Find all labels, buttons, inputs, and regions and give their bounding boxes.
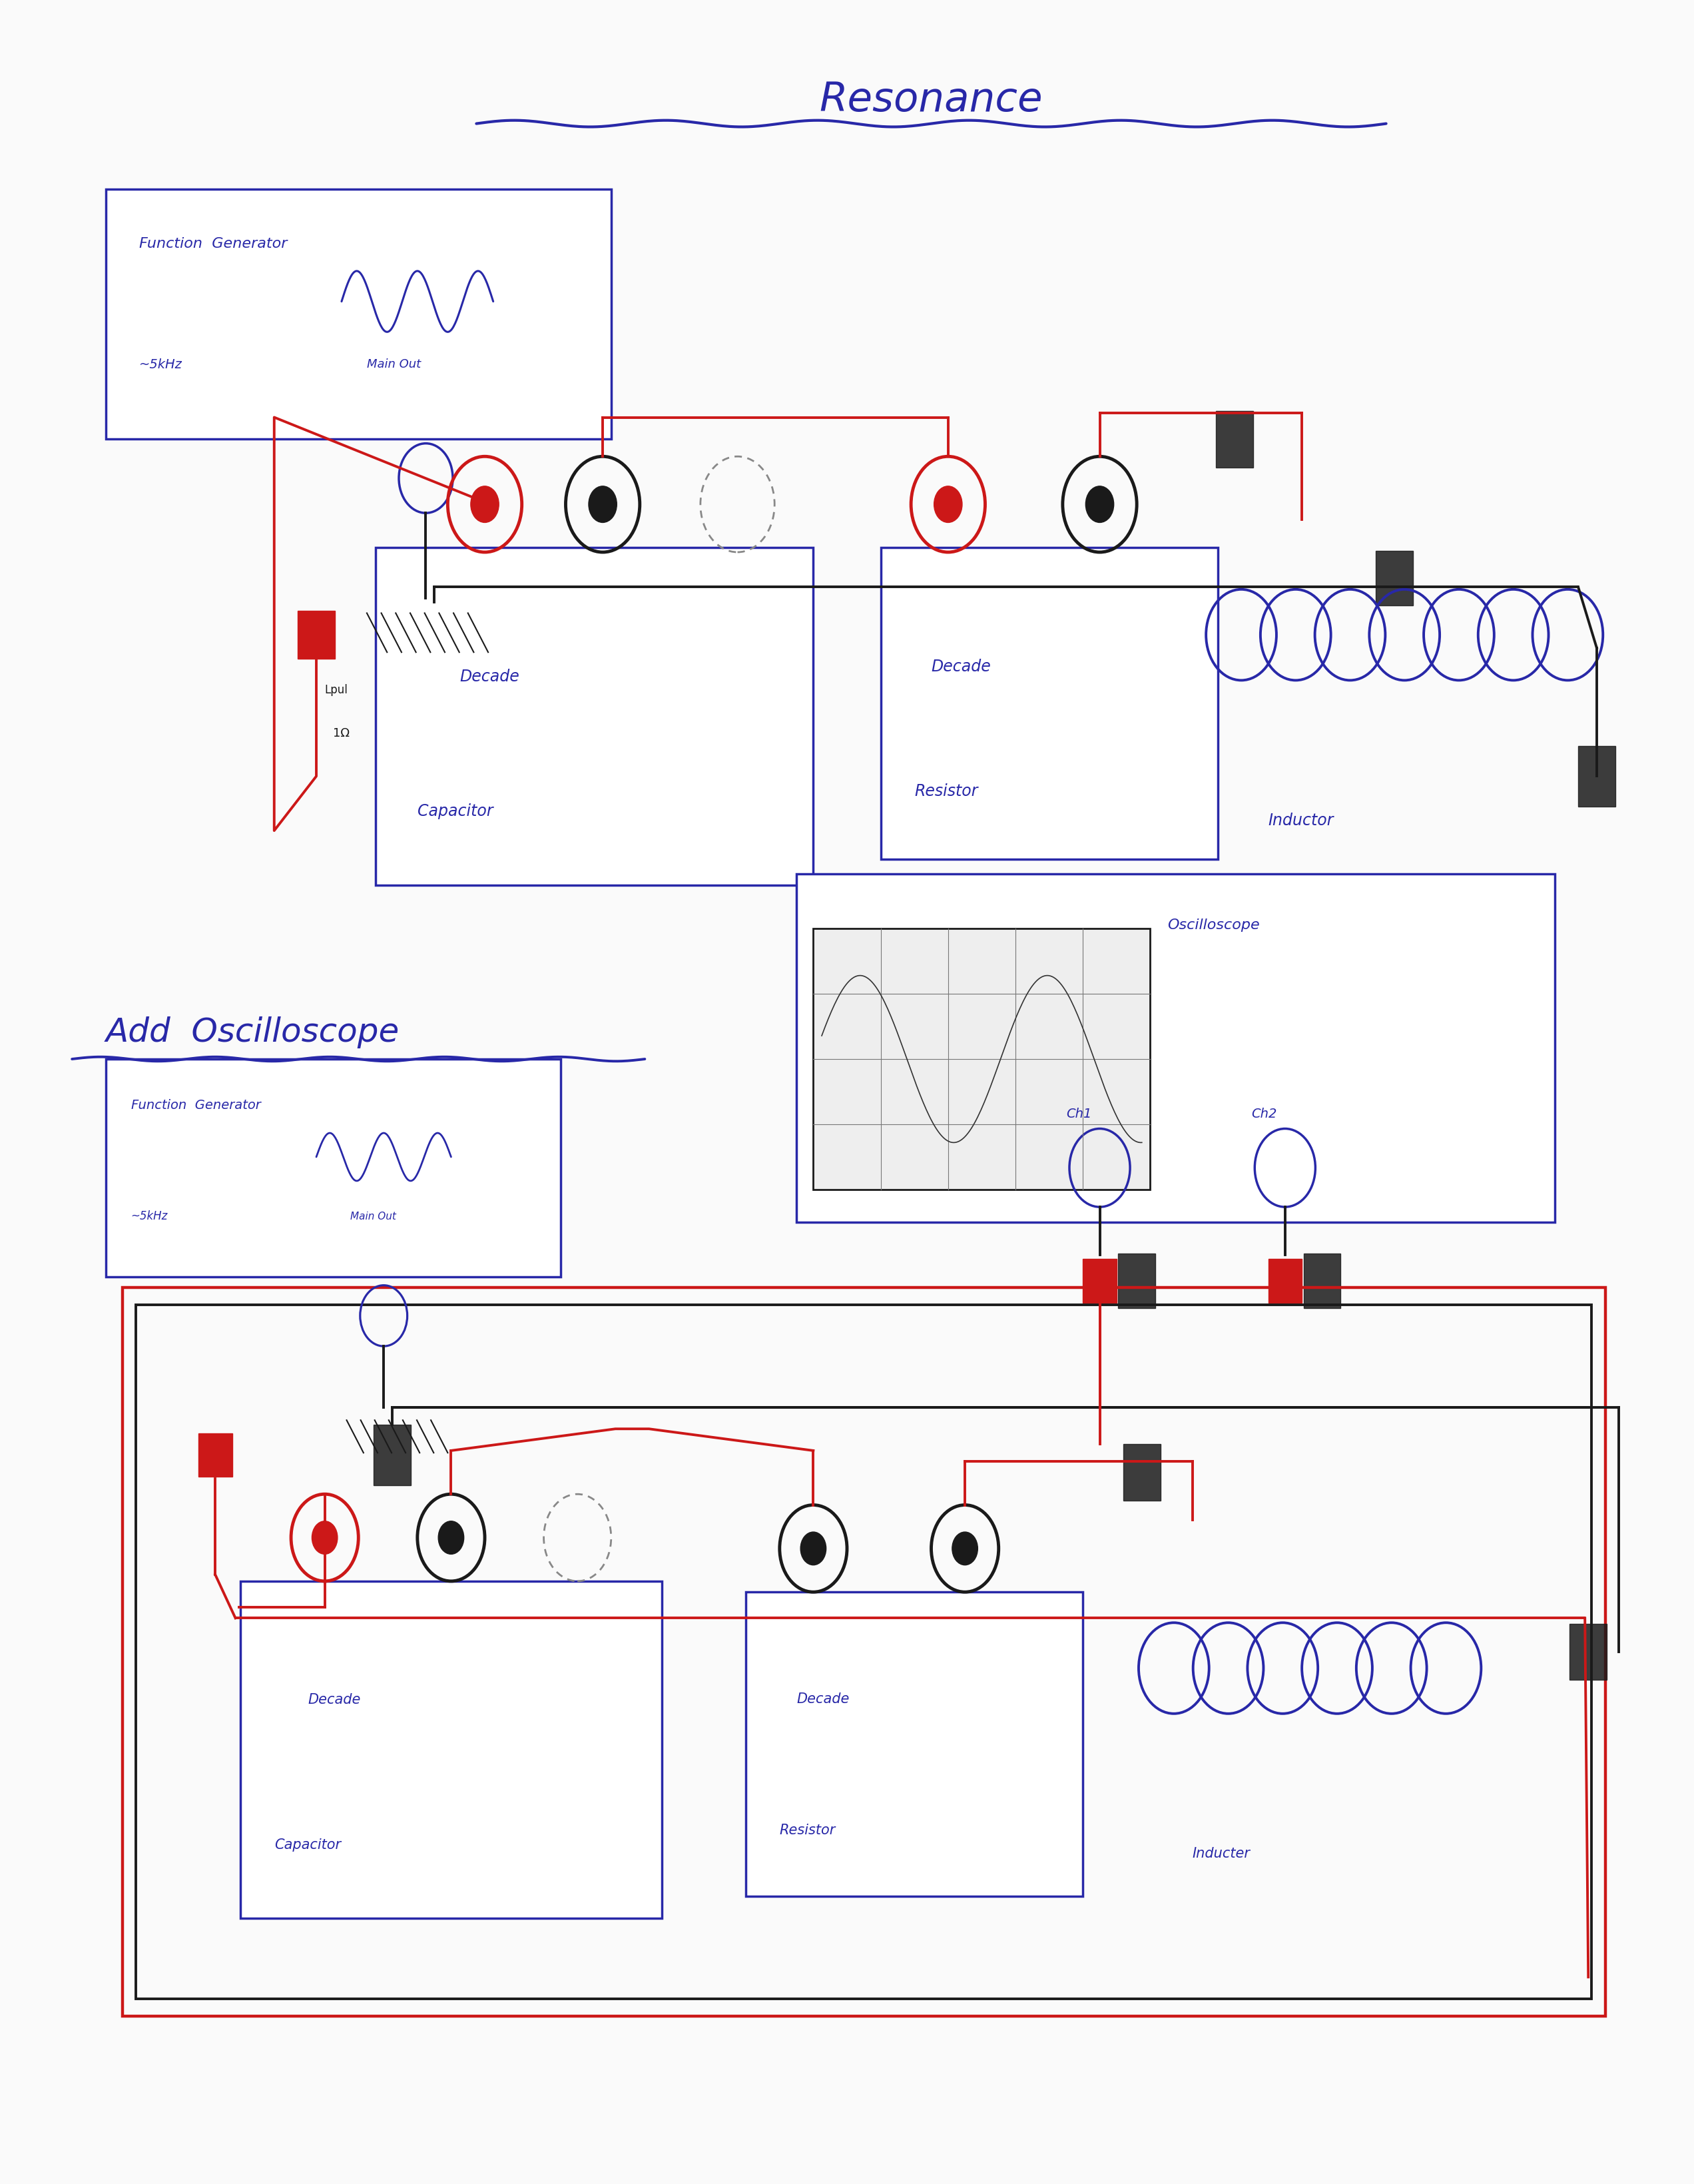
Circle shape (801, 1533, 827, 1566)
Text: Lpul: Lpul (325, 684, 347, 697)
Text: Ch1: Ch1 (1066, 1107, 1091, 1120)
Circle shape (588, 487, 617, 522)
FancyBboxPatch shape (105, 1059, 561, 1278)
Bar (198, 1433, 232, 1476)
FancyBboxPatch shape (813, 928, 1150, 1190)
Text: Function  Generator: Function Generator (130, 1099, 261, 1112)
Text: Decade: Decade (932, 660, 991, 675)
Circle shape (312, 1522, 337, 1555)
FancyBboxPatch shape (745, 1592, 1082, 1896)
FancyBboxPatch shape (376, 548, 813, 885)
Text: Resonance: Resonance (820, 81, 1044, 120)
Text: Decade: Decade (459, 668, 520, 684)
Bar (1304, 1254, 1340, 1308)
Bar (1570, 1623, 1608, 1679)
Circle shape (952, 1533, 977, 1566)
Circle shape (933, 487, 962, 522)
Text: Main Out: Main Out (351, 1210, 396, 1221)
Text: Ch2: Ch2 (1252, 1107, 1277, 1120)
Bar (1123, 1444, 1160, 1500)
FancyBboxPatch shape (105, 190, 612, 439)
Text: Inductor: Inductor (1269, 812, 1333, 828)
Bar (1269, 1260, 1303, 1304)
Bar (374, 1424, 410, 1485)
Bar (1579, 747, 1616, 808)
Circle shape (471, 487, 498, 522)
Bar (1082, 1260, 1116, 1304)
Circle shape (1086, 487, 1113, 522)
Text: ~5kHz: ~5kHz (139, 358, 183, 371)
Bar (298, 612, 335, 660)
Text: Oscilloscope: Oscilloscope (1167, 917, 1260, 930)
Text: Decade: Decade (796, 1693, 849, 1706)
Text: Capacitor: Capacitor (274, 1837, 340, 1850)
Text: 1Ω: 1Ω (334, 727, 349, 738)
Text: Resistor: Resistor (915, 782, 977, 799)
Text: ~5kHz: ~5kHz (130, 1210, 168, 1223)
Circle shape (439, 1522, 464, 1555)
Bar (1118, 1254, 1155, 1308)
FancyBboxPatch shape (241, 1581, 662, 1918)
Text: Inducter: Inducter (1193, 1845, 1250, 1861)
Text: Main Out: Main Out (368, 358, 420, 371)
Bar (1216, 411, 1254, 467)
FancyBboxPatch shape (881, 548, 1218, 858)
Bar (413, 603, 456, 668)
Text: Decade: Decade (308, 1693, 361, 1706)
Text: Resistor: Resistor (779, 1824, 835, 1837)
Text: Function  Generator: Function Generator (139, 238, 288, 251)
FancyBboxPatch shape (796, 874, 1555, 1223)
Text: Add  Oscilloscope: Add Oscilloscope (105, 1016, 400, 1048)
Bar (1376, 553, 1413, 605)
Text: Capacitor: Capacitor (417, 804, 493, 819)
